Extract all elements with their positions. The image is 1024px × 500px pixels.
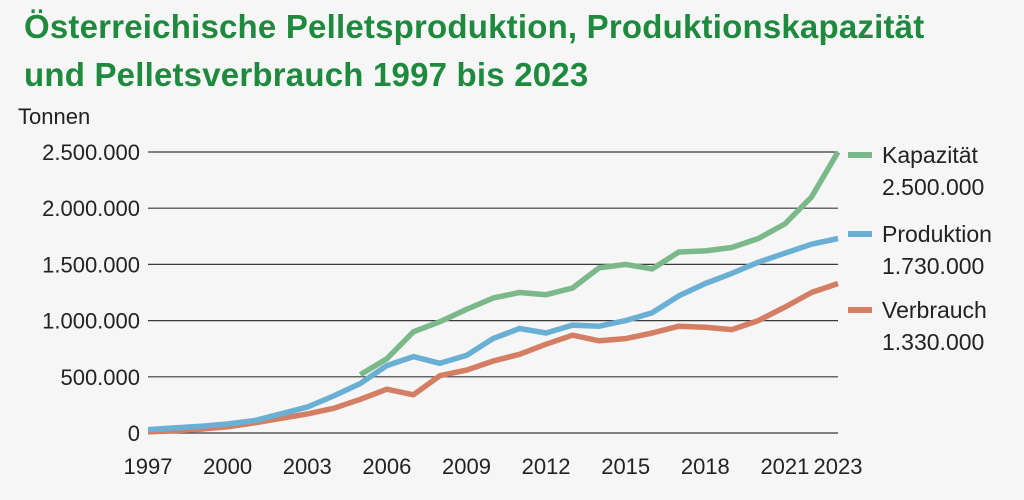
series-line-produktion bbox=[147, 235, 839, 433]
y-tick-label: 2.000.000 bbox=[42, 196, 140, 221]
series-lines bbox=[147, 150, 841, 435]
y-tick-label: 0 bbox=[128, 421, 140, 446]
chart-title-line-1: Österreichische Pelletsproduktion, Produ… bbox=[24, 8, 925, 45]
x-tick-label: 2003 bbox=[283, 454, 332, 479]
x-tick-label: 2021 bbox=[760, 454, 809, 479]
x-tick-label: 2015 bbox=[601, 454, 650, 479]
x-tick-labels: 1997 2000 2003 2006 2009 2012 2015 2018 2021 2023 bbox=[124, 454, 863, 479]
x-tick-label: 2009 bbox=[442, 454, 491, 479]
legend-value: 1.330.000 bbox=[882, 329, 984, 355]
y-tick-labels: 0 500.000 1.000.000 1.500.000 2.000.000 2.500… bbox=[42, 140, 140, 446]
legend-value: 1.730.000 bbox=[882, 253, 984, 279]
x-tick-label: 2006 bbox=[362, 454, 411, 479]
legend-value: 2.500.000 bbox=[882, 174, 984, 200]
y-tick-label: 500.000 bbox=[60, 365, 140, 390]
series-line-verbrauch bbox=[147, 280, 839, 435]
legend-label: Verbrauch bbox=[882, 297, 987, 323]
y-axis-label: Tonnen bbox=[18, 104, 90, 129]
x-tick-label: 2000 bbox=[203, 454, 252, 479]
x-tick-label: 2018 bbox=[681, 454, 730, 479]
legend: Kapazität 2.500.000 Produktion 1.730.000 Ver… bbox=[848, 142, 992, 355]
y-tick-label: 2.500.000 bbox=[42, 140, 140, 165]
y-tick-label: 1.500.000 bbox=[42, 252, 140, 277]
legend-label: Kapazität bbox=[882, 142, 979, 168]
x-tick-label: 2023 bbox=[814, 454, 863, 479]
x-tick-label: 1997 bbox=[124, 454, 173, 479]
x-tick-label: 2012 bbox=[522, 454, 571, 479]
y-tick-label: 1.000.000 bbox=[42, 309, 140, 334]
chart-title-line-2: und Pelletsverbrauch 1997 bis 2023 bbox=[24, 56, 589, 93]
legend-label: Produktion bbox=[882, 221, 992, 247]
gridlines bbox=[148, 151, 838, 434]
